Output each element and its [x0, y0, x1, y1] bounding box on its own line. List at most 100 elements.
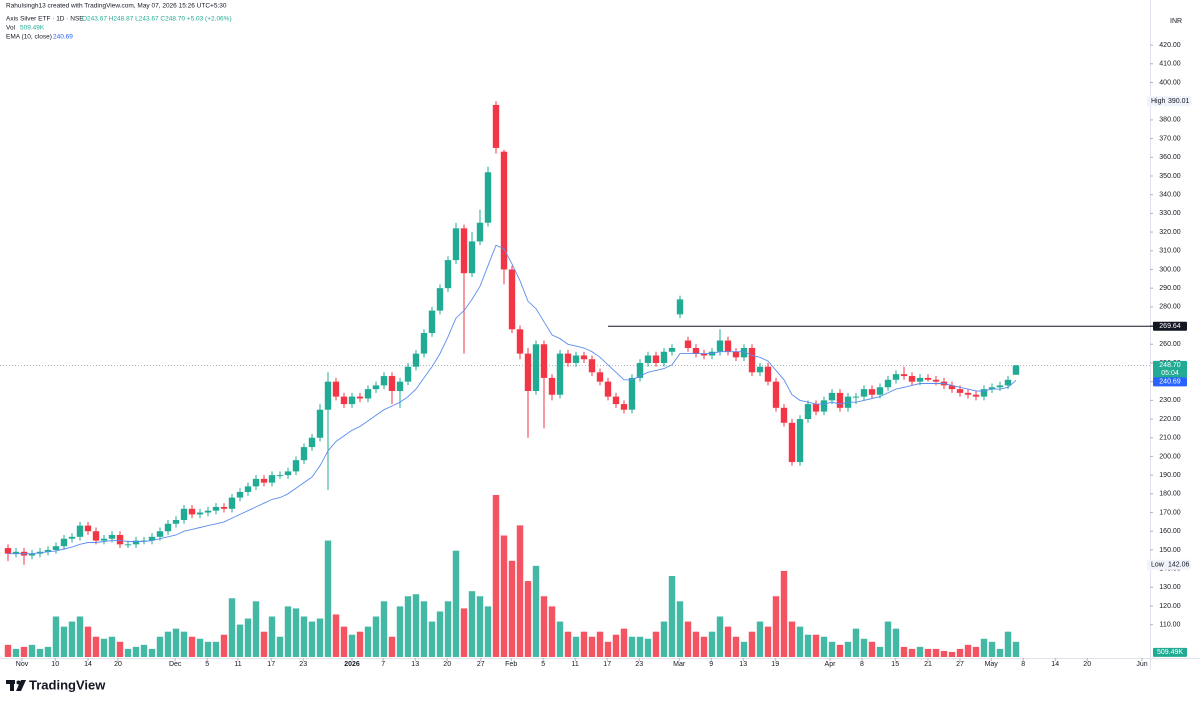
- candle-body: [28, 553, 36, 556]
- candle-body: [812, 404, 820, 412]
- volume-bar: [348, 634, 356, 657]
- volume-bar: [716, 616, 724, 657]
- volume-bar: [532, 565, 540, 657]
- volume-bar: [268, 616, 276, 657]
- x-tick-label: 13: [411, 661, 419, 668]
- candle-body: [412, 353, 420, 367]
- volume-bar: [244, 618, 252, 657]
- volume-bar: [996, 648, 1004, 657]
- x-tick-label: 15: [891, 661, 899, 668]
- volume-bar: [356, 631, 364, 657]
- volume-bar: [628, 636, 636, 657]
- candle-body: [540, 344, 548, 378]
- y-tick-label: 360.00: [1159, 154, 1181, 161]
- volume-bar: [340, 626, 348, 657]
- candle-body: [676, 299, 684, 315]
- candle-body: [652, 355, 660, 363]
- volume-bar: [524, 581, 532, 657]
- candle-body: [724, 340, 732, 352]
- y-tick-label: 330.00: [1159, 210, 1181, 217]
- volume-bar: [932, 648, 940, 657]
- volume-bar: [428, 621, 436, 657]
- volume-bar: [780, 570, 788, 657]
- candle-body: [444, 260, 452, 289]
- candle-body: [300, 447, 308, 461]
- candle-body: [332, 381, 340, 397]
- candle-body: [828, 392, 836, 401]
- volume-bar: [740, 641, 748, 657]
- candle-body: [564, 353, 572, 363]
- candle-body: [644, 355, 652, 363]
- y-tick-label: 190.00: [1159, 472, 1181, 479]
- candle-body: [548, 377, 556, 395]
- candle-body: [292, 460, 300, 472]
- volume-bar: [788, 621, 796, 657]
- candle-body: [884, 379, 892, 388]
- volume-bar: [276, 636, 284, 657]
- volume-bar: [60, 626, 68, 657]
- candle-body: [220, 506, 228, 509]
- volume-bar: [564, 631, 572, 657]
- x-tick-label: 2026: [344, 661, 360, 668]
- candle-body: [348, 396, 356, 405]
- candle-body: [124, 544, 132, 546]
- candle-body: [836, 392, 844, 408]
- volume-bar: [604, 641, 612, 657]
- volume-bar: [868, 641, 876, 657]
- volume-bar: [764, 626, 772, 657]
- volume-bar: [492, 495, 500, 657]
- candle-body: [604, 381, 612, 397]
- volume-bar: [772, 596, 780, 657]
- volume-bar: [156, 636, 164, 657]
- volume-bar: [484, 606, 492, 657]
- logo-slash: [16, 680, 26, 691]
- symbol: Axis Silver ETF · 1D · NSE: [6, 16, 84, 23]
- volume-bar: [404, 596, 412, 657]
- candle-body: [364, 389, 372, 399]
- volume-bar: [204, 641, 212, 657]
- volume-bar: [988, 641, 996, 657]
- y-tick-label: 400.00: [1159, 79, 1181, 86]
- volume-bar: [548, 606, 556, 657]
- candle-body: [988, 387, 996, 390]
- high-marker-value: 390.01: [1168, 98, 1190, 105]
- volume-bar: [516, 525, 524, 657]
- candle-body: [924, 377, 932, 380]
- y-tick-label: 130.00: [1159, 584, 1181, 591]
- candle-body: [964, 392, 972, 395]
- volume-bar: [668, 576, 676, 657]
- volume-bar: [452, 550, 460, 657]
- volume-bar: [316, 618, 324, 657]
- volume-bar: [732, 636, 740, 657]
- candle-body: [180, 508, 188, 521]
- volume-bar: [148, 648, 156, 657]
- candle-body: [492, 104, 500, 148]
- hline-label: 269.64: [1159, 323, 1181, 330]
- hline-box: [1153, 321, 1187, 331]
- volume-bar: [28, 644, 36, 657]
- candle-body: [196, 512, 204, 515]
- candle-body: [268, 475, 276, 483]
- volume-bar: [196, 638, 204, 657]
- y-tick-label: 200.00: [1159, 453, 1181, 460]
- x-tick-label: Feb: [505, 661, 517, 668]
- volume-bar: [684, 621, 692, 657]
- volume-bar: [652, 631, 660, 657]
- volume-bar: [188, 636, 196, 657]
- candle-body: [588, 359, 596, 373]
- candle-body: [636, 362, 644, 378]
- volume-bar: [4, 644, 12, 657]
- x-tick-label: Dec: [169, 661, 182, 668]
- volume-bar: [420, 601, 428, 657]
- volume-bar: [332, 614, 340, 657]
- candle-body: [404, 366, 412, 382]
- y-tick-label: 370.00: [1159, 135, 1181, 142]
- candle-body: [524, 353, 532, 392]
- x-tick-label: Nov: [16, 661, 29, 668]
- volume-bar: [892, 628, 900, 657]
- candle-body: [484, 172, 492, 223]
- volume-bar: [412, 594, 420, 657]
- volume-bar: [1004, 631, 1012, 657]
- candle-body: [132, 540, 140, 545]
